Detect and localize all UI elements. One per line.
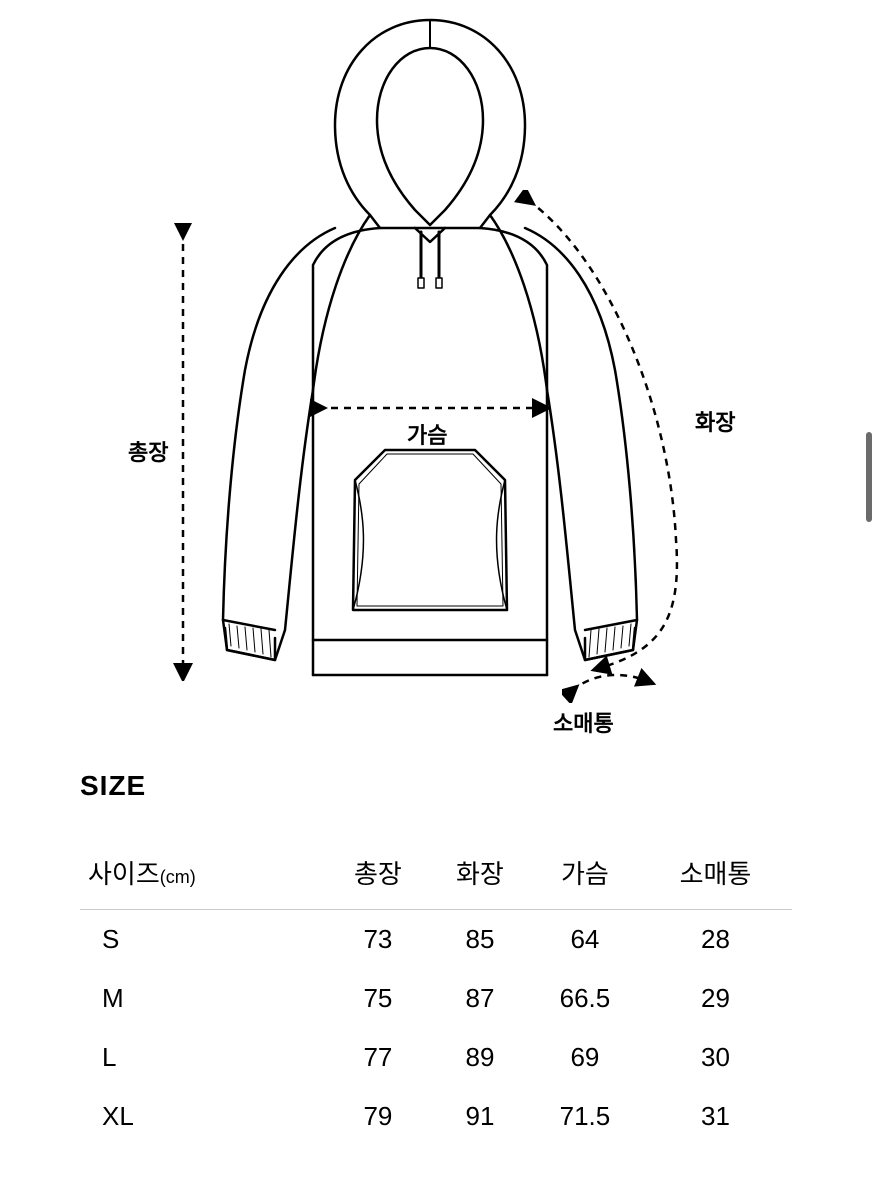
cell-value: 30 bbox=[639, 1028, 792, 1087]
cell-value: 29 bbox=[639, 969, 792, 1028]
cell-value: 91 bbox=[429, 1087, 531, 1146]
size-table: 사이즈(cm) 총장 화장 가슴 소매통 S 73 85 64 28 M 75 … bbox=[80, 842, 792, 1146]
table-row: L 77 89 69 30 bbox=[80, 1028, 792, 1087]
scrollbar-thumb[interactable] bbox=[866, 432, 872, 522]
table-row: XL 79 91 71.5 31 bbox=[80, 1087, 792, 1146]
col-header-chest: 가슴 bbox=[531, 842, 639, 910]
cell-size: XL bbox=[80, 1087, 327, 1146]
size-heading: SIZE bbox=[80, 770, 792, 802]
sleeve-length-label: 화장 bbox=[695, 405, 735, 437]
col-header-sleeve-width: 소매통 bbox=[639, 842, 792, 910]
cell-value: 71.5 bbox=[531, 1087, 639, 1146]
length-arrow-icon bbox=[173, 223, 193, 681]
cell-value: 66.5 bbox=[531, 969, 639, 1028]
cell-size: M bbox=[80, 969, 327, 1028]
cell-value: 89 bbox=[429, 1028, 531, 1087]
hoodie-diagram-container: 총장 가슴 화장 소매통 bbox=[0, 0, 872, 770]
sleeve-length-arrow-icon bbox=[510, 190, 710, 680]
table-header-row: 사이즈(cm) 총장 화장 가슴 소매통 bbox=[80, 842, 792, 910]
cell-value: 69 bbox=[531, 1028, 639, 1087]
cell-value: 73 bbox=[327, 910, 429, 970]
cell-value: 87 bbox=[429, 969, 531, 1028]
col-header-size: 사이즈(cm) bbox=[80, 842, 327, 910]
cell-value: 28 bbox=[639, 910, 792, 970]
cell-value: 79 bbox=[327, 1087, 429, 1146]
cell-value: 85 bbox=[429, 910, 531, 970]
cell-value: 64 bbox=[531, 910, 639, 970]
table-row: M 75 87 66.5 29 bbox=[80, 969, 792, 1028]
sleeve-width-arrow-icon bbox=[562, 663, 662, 703]
length-label: 총장 bbox=[128, 435, 168, 467]
cell-value: 31 bbox=[639, 1087, 792, 1146]
cell-size: S bbox=[80, 910, 327, 970]
size-section: SIZE 사이즈(cm) 총장 화장 가슴 소매통 S 73 85 64 28 … bbox=[0, 770, 872, 1146]
col-header-sleeve-length: 화장 bbox=[429, 842, 531, 910]
sleeve-width-label: 소매통 bbox=[553, 706, 614, 738]
chest-label: 가슴 bbox=[407, 418, 447, 450]
cell-value: 75 bbox=[327, 969, 429, 1028]
col-header-length: 총장 bbox=[327, 842, 429, 910]
table-row: S 73 85 64 28 bbox=[80, 910, 792, 970]
cell-size: L bbox=[80, 1028, 327, 1087]
cell-value: 77 bbox=[327, 1028, 429, 1087]
